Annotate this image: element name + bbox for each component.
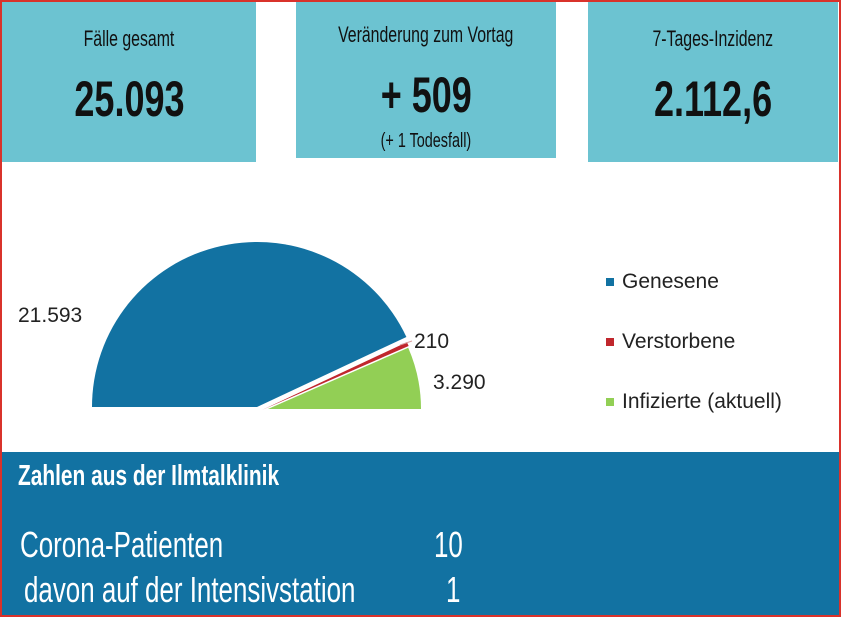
kpi-note: (+ 1 Todesfall) <box>380 130 472 152</box>
legend-swatch <box>606 338 614 347</box>
legend-label: Infizierte (aktuell) <box>622 390 782 413</box>
clinic-panel: Zahlen aus der Ilmtalklinik Corona-Patie… <box>2 452 839 615</box>
data-label-genesene: 21.593 <box>18 304 82 327</box>
legend-item-genesene: Genesene <box>606 270 719 294</box>
clinic-row-label: davon auf der Intensivstation <box>24 569 356 610</box>
kpi-value: + 509 <box>380 67 472 123</box>
clinic-title: Zahlen aus der Ilmtalklinik <box>18 460 280 492</box>
legend-label: Genesene <box>622 270 719 293</box>
slice-infizierte <box>268 347 422 409</box>
slice-genesene <box>92 241 407 407</box>
kpi-value: 25.093 <box>73 71 185 127</box>
data-label-verstorbene: 210 <box>414 330 449 353</box>
kpi-label: Veränderung zum Vortag <box>338 22 514 47</box>
legend-swatch <box>606 398 614 407</box>
slice-verstorbene <box>262 342 409 410</box>
label-leader-line <box>399 340 413 346</box>
clinic-row-label: Corona-Patienten <box>20 524 224 565</box>
legend-label: Verstorbene <box>622 330 736 353</box>
kpi-label: Fälle gesamt <box>83 26 175 51</box>
clinic-row-value: 10 <box>434 524 463 565</box>
kpi-daily-change: Veränderung zum Vortag + 509 (+ 1 Todesf… <box>296 2 556 158</box>
clinic-row-value: 1 <box>446 569 461 610</box>
data-label-infizierte: 3.290 <box>433 371 486 394</box>
kpi-value: 2.112,6 <box>653 71 773 127</box>
legend-item-infizierte: Infizierte (aktuell) <box>606 390 782 414</box>
kpi-label: 7-Tages-Inzidenz <box>652 26 774 51</box>
legend-item-verstorbene: Verstorbene <box>606 330 735 354</box>
kpi-total-cases: Fälle gesamt 25.093 <box>2 2 256 162</box>
legend-swatch <box>606 278 614 287</box>
kpi-incidence: 7-Tages-Inzidenz 2.112,6 <box>588 2 838 162</box>
